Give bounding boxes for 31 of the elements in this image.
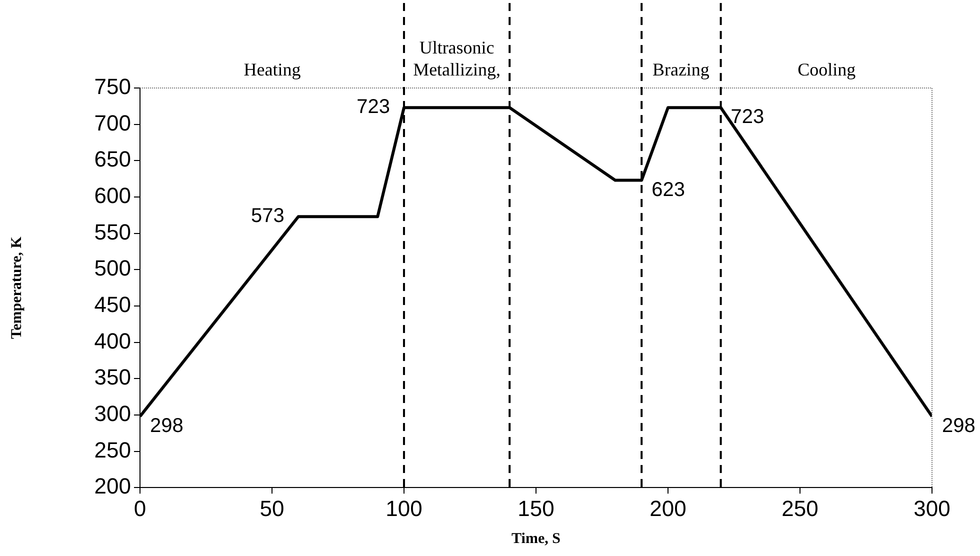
text: Cooling: [798, 60, 856, 80]
annotation: 298: [942, 414, 976, 437]
x-tick-label: 0: [134, 496, 146, 521]
x-axis-title: Time, S: [512, 530, 560, 547]
y-tick-label: 350: [94, 364, 131, 390]
x-tick-label: 50: [260, 496, 284, 521]
y-tick-label: 300: [94, 401, 131, 426]
annotation: 723: [730, 106, 764, 128]
y-tick-label: 550: [94, 219, 131, 244]
y-axis-title: Temperature, K: [8, 236, 25, 340]
y-tick-label: 600: [94, 183, 131, 208]
annotation: 298: [150, 414, 184, 437]
y-tick-label: 250: [94, 437, 131, 462]
y-tick-label: 500: [94, 256, 131, 281]
y-tick-label: 450: [94, 292, 131, 318]
text: Brazing: [652, 60, 710, 80]
annotation: 623: [652, 178, 685, 201]
x-tick-label: 200: [650, 496, 686, 521]
x-tick-label: 150: [518, 496, 554, 521]
annotation: 573: [251, 205, 284, 228]
x-tick-label: 250: [782, 496, 818, 521]
x-tick-label: 300: [914, 496, 950, 521]
y-tick-label: 700: [94, 110, 131, 136]
x-tick-label: 100: [386, 496, 422, 521]
y-tick-label: 200: [94, 474, 131, 499]
annotation: 723: [356, 96, 390, 118]
y-tick-label: 650: [94, 146, 131, 172]
text: Heating: [244, 60, 301, 80]
text: Ultrasonic Metallizing,: [413, 38, 501, 80]
y-tick-label: 750: [94, 74, 131, 100]
y-tick-label: 400: [94, 328, 131, 354]
